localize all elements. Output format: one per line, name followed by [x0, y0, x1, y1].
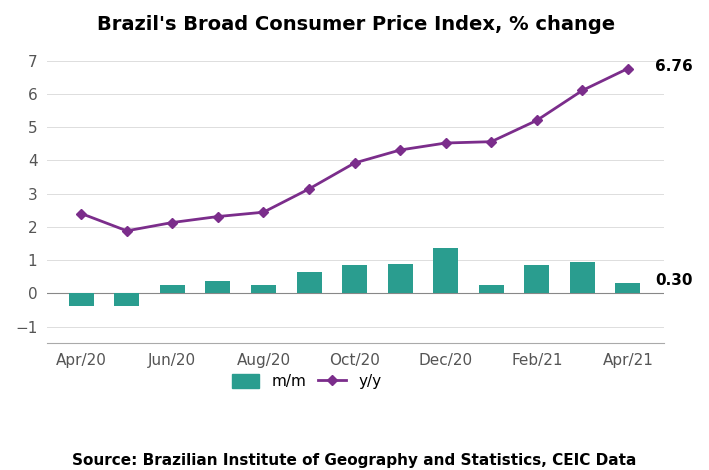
Legend: m/m, y/y: m/m, y/y — [225, 368, 387, 395]
Text: Source: Brazilian Institute of Geography and Statistics, CEIC Data: Source: Brazilian Institute of Geography… — [72, 453, 637, 468]
y/y — [305, 186, 313, 192]
y/y — [487, 139, 496, 144]
y/y — [578, 87, 586, 93]
Text: 6.76: 6.76 — [655, 59, 693, 74]
Bar — [479, 285, 504, 293]
y/y — [624, 66, 632, 71]
Bar — [388, 264, 413, 293]
y/y — [259, 209, 268, 215]
Line: y/y: y/y — [78, 65, 632, 235]
Bar — [433, 249, 458, 293]
Title: Brazil's Broad Consumer Price Index, % change: Brazil's Broad Consumer Price Index, % c… — [96, 15, 615, 34]
y/y — [213, 214, 222, 219]
y/y — [396, 147, 404, 153]
Bar — [570, 262, 595, 293]
Text: 0.30: 0.30 — [655, 273, 693, 288]
Bar — [296, 272, 322, 293]
y/y — [168, 219, 177, 225]
Bar — [524, 265, 549, 293]
Bar — [69, 293, 94, 306]
Bar — [160, 285, 185, 293]
y/y — [532, 118, 541, 123]
Bar — [251, 285, 276, 293]
Bar — [615, 283, 640, 293]
Bar — [114, 293, 140, 306]
Bar — [342, 265, 367, 293]
y/y — [350, 160, 359, 166]
Bar — [206, 282, 230, 293]
y/y — [77, 211, 86, 216]
y/y — [123, 228, 131, 234]
y/y — [442, 140, 450, 146]
